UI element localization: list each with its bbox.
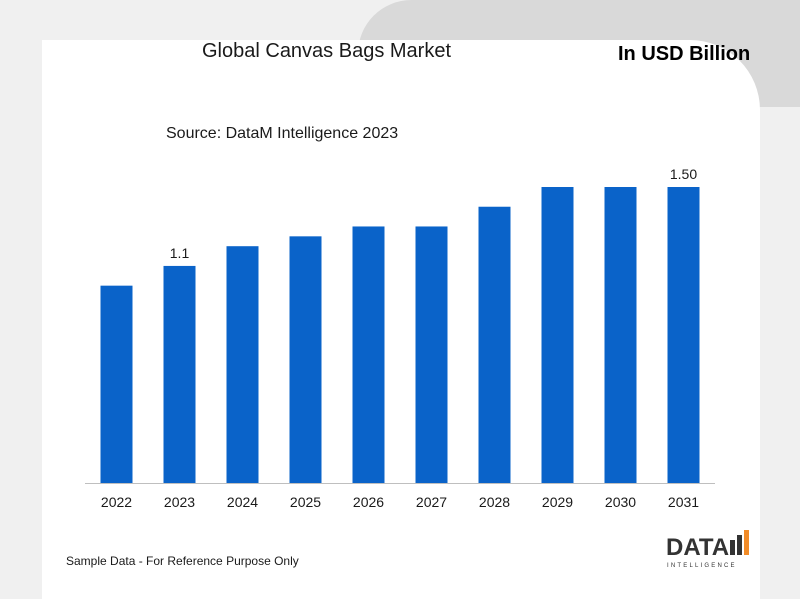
x-tick-label: 2024 xyxy=(227,494,258,510)
unit-label: In USD Billion xyxy=(618,43,751,65)
chart-title: Global Canvas Bags Market xyxy=(202,40,452,62)
bar-2024 xyxy=(226,246,259,483)
bar-2026 xyxy=(352,226,385,483)
bar-2025 xyxy=(289,236,322,483)
logo-bar-1 xyxy=(730,540,735,555)
data-label: 1.1 xyxy=(170,245,190,261)
bar-2028 xyxy=(478,206,511,483)
x-tick-label: 2026 xyxy=(353,494,384,510)
logo-bar-2 xyxy=(737,535,742,555)
data-intelligence-logo: DATA INTELLIGENCE xyxy=(666,530,749,569)
bar-2030 xyxy=(604,187,637,483)
x-tick-label: 2023 xyxy=(164,494,195,510)
x-tick-label: 2030 xyxy=(605,494,636,510)
x-tick-label: 2022 xyxy=(101,494,132,510)
logo-subtext: INTELLIGENCE xyxy=(667,563,737,569)
logo-bar-3 xyxy=(744,530,749,555)
x-tick-label: 2031 xyxy=(668,494,699,510)
logo-text: DATA xyxy=(666,534,729,561)
bar-2027 xyxy=(415,226,448,483)
source-label: Source: DataM Intelligence 2023 xyxy=(166,125,399,142)
x-tick-label: 2025 xyxy=(290,494,321,510)
chart-card xyxy=(42,40,760,599)
bar-2022 xyxy=(100,285,133,483)
x-tick-label: 2029 xyxy=(542,494,573,510)
x-tick-label: 2028 xyxy=(479,494,510,510)
bar-2031 xyxy=(667,187,700,483)
x-tick-label: 2027 xyxy=(416,494,447,510)
data-label: 1.50 xyxy=(670,166,697,182)
sample-data-note: Sample Data - For Reference Purpose Only xyxy=(66,554,299,568)
bar-2029 xyxy=(541,187,574,483)
bar-2023 xyxy=(163,265,196,483)
